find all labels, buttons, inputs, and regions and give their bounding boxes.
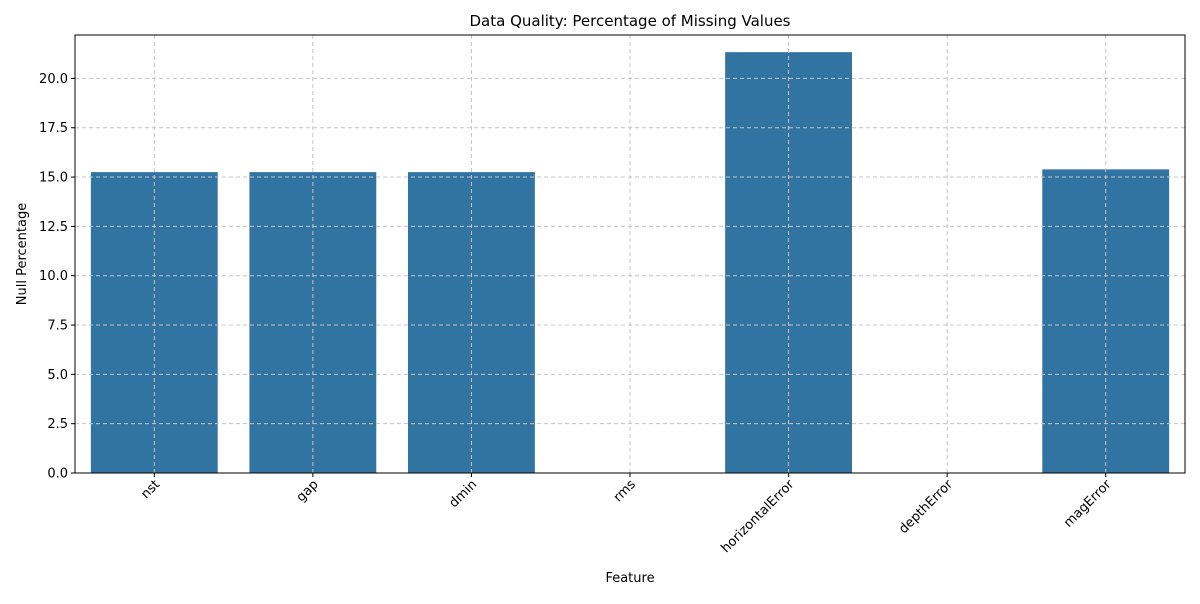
y-tick-label: 0.0 (47, 467, 68, 482)
y-tick-label: 7.5 (47, 319, 68, 334)
chart-title: Data Quality: Percentage of Missing Valu… (470, 12, 791, 30)
x-tick-label: depthError (896, 477, 956, 537)
y-tick-label: 10.0 (39, 269, 68, 284)
x-tick-label: horizontalError (719, 477, 798, 556)
y-tick-label: 2.5 (47, 417, 68, 432)
y-tick-label: 12.5 (39, 220, 68, 235)
y-tick-label: 17.5 (39, 121, 68, 136)
x-grid-overlay (75, 35, 1185, 474)
x-tick-label: rms (611, 477, 639, 505)
y-tick-label: 15.0 (39, 171, 68, 186)
x-axis-title: Feature (605, 571, 654, 586)
x-tick-label: gap (294, 477, 322, 505)
x-tick-label: dmin (446, 477, 480, 511)
y-axis-title: Null Percentage (15, 203, 30, 305)
x-tick-label: magError (1061, 477, 1115, 531)
x-tick-label: nst (138, 477, 163, 502)
y-tick-label: 5.0 (47, 368, 68, 383)
y-tick-label: 20.0 (39, 72, 68, 87)
